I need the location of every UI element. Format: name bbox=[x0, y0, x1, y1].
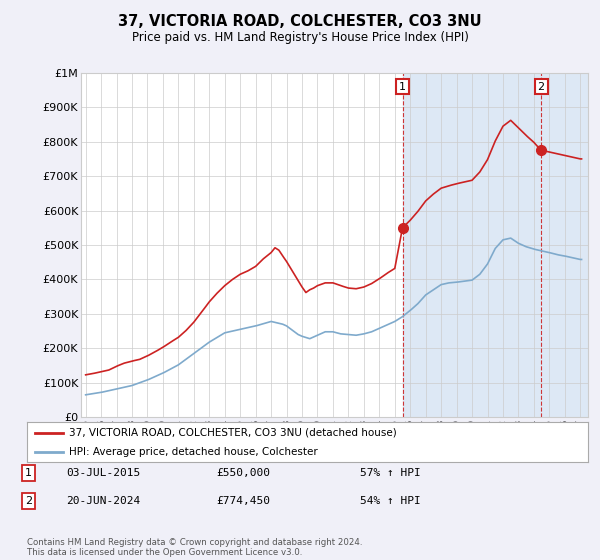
Text: £550,000: £550,000 bbox=[216, 468, 270, 478]
Text: 1: 1 bbox=[399, 82, 406, 92]
Text: Price paid vs. HM Land Registry's House Price Index (HPI): Price paid vs. HM Land Registry's House … bbox=[131, 31, 469, 44]
Text: 2: 2 bbox=[25, 496, 32, 506]
Text: Contains HM Land Registry data © Crown copyright and database right 2024.
This d: Contains HM Land Registry data © Crown c… bbox=[27, 538, 362, 557]
Text: 1: 1 bbox=[25, 468, 32, 478]
Text: 57% ↑ HPI: 57% ↑ HPI bbox=[360, 468, 421, 478]
Text: 37, VICTORIA ROAD, COLCHESTER, CO3 3NU (detached house): 37, VICTORIA ROAD, COLCHESTER, CO3 3NU (… bbox=[69, 428, 397, 438]
Text: £774,450: £774,450 bbox=[216, 496, 270, 506]
Text: 2: 2 bbox=[538, 82, 545, 92]
Bar bbox=[403, 73, 541, 417]
Text: 37, VICTORIA ROAD, COLCHESTER, CO3 3NU: 37, VICTORIA ROAD, COLCHESTER, CO3 3NU bbox=[118, 14, 482, 29]
Bar bbox=[541, 73, 588, 417]
Text: HPI: Average price, detached house, Colchester: HPI: Average price, detached house, Colc… bbox=[69, 447, 318, 457]
Text: 54% ↑ HPI: 54% ↑ HPI bbox=[360, 496, 421, 506]
Text: 03-JUL-2015: 03-JUL-2015 bbox=[66, 468, 140, 478]
Text: 20-JUN-2024: 20-JUN-2024 bbox=[66, 496, 140, 506]
